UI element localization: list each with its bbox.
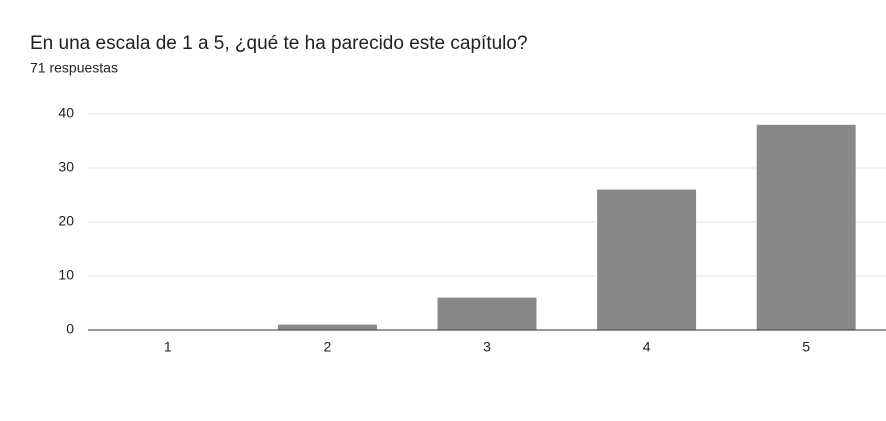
- y-tick-label: 30: [58, 159, 74, 175]
- x-tick-label: 5: [802, 339, 810, 355]
- x-tick-label: 2: [324, 339, 332, 355]
- x-tick-label: 3: [483, 339, 491, 355]
- bar: [756, 124, 856, 330]
- bar: [597, 189, 697, 330]
- x-tick-label: 1: [164, 339, 172, 355]
- chart-subtitle: 71 respuestas: [30, 60, 118, 76]
- y-tick-label: 40: [58, 105, 74, 121]
- x-tick-label: 4: [643, 339, 651, 355]
- y-tick-label: 0: [66, 321, 74, 337]
- bar: [277, 324, 377, 330]
- chart-title: En una escala de 1 a 5, ¿qué te ha parec…: [30, 33, 528, 54]
- y-tick-label: 10: [58, 267, 74, 283]
- bar: [437, 297, 537, 330]
- y-tick-label: 20: [58, 213, 74, 229]
